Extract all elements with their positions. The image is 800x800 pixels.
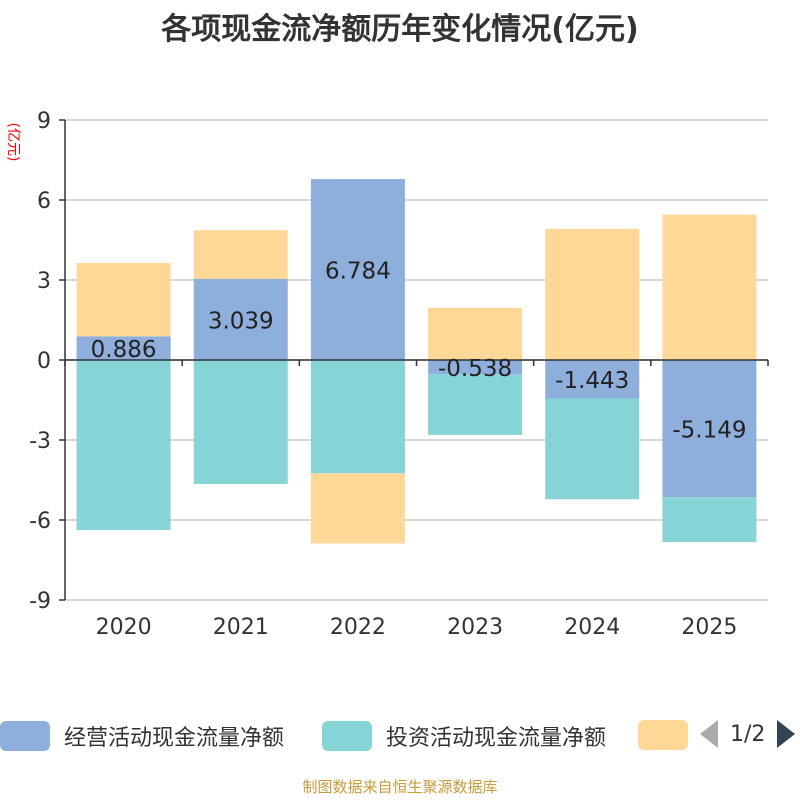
bar-financing-2025: [662, 214, 757, 360]
data-label: 0.886: [91, 337, 157, 363]
data-label: -0.538: [438, 356, 512, 382]
x-tick-label: 2023: [447, 615, 503, 640]
data-label: -1.443: [555, 368, 629, 394]
bar-operating-2022: [310, 179, 405, 360]
bar-financing-2021: [193, 230, 288, 279]
bar-investing-2025: [662, 497, 757, 543]
bar-financing-2024: [545, 228, 640, 360]
legend-pager: 1/2: [700, 720, 796, 748]
legend-label-investing: 投资活动现金流量净额: [386, 726, 607, 751]
bar-investing-2024: [545, 398, 640, 500]
y-tick-label: -9: [29, 589, 51, 614]
bar-operating-2021: [193, 278, 288, 360]
legend-label-operating: 经营活动现金流量净额: [64, 726, 285, 751]
data-label: -5.149: [672, 418, 746, 444]
bar-investing-2021: [193, 360, 288, 484]
legend-swatch-investing: [322, 721, 372, 751]
bar-operating-2020: [76, 336, 171, 360]
x-tick-label: 2021: [213, 615, 269, 640]
legend-item-financing[interactable]: [638, 720, 688, 750]
bar-financing-2023: [428, 308, 523, 360]
bar-operating-2023: [428, 360, 523, 375]
y-tick-label: -3: [29, 429, 51, 454]
data-source-footer: 制图数据来自恒生聚源数据库: [302, 778, 498, 796]
legend-item-investing[interactable]: 投资活动现金流量净额: [322, 720, 606, 752]
x-tick-label: 2020: [96, 615, 152, 640]
x-tick-label: 2024: [564, 615, 620, 640]
legend-item-operating[interactable]: 经营活动现金流量净额: [0, 720, 284, 752]
data-label: 3.039: [208, 308, 274, 334]
bar-financing-2022: [310, 473, 405, 544]
y-tick-label: -6: [29, 509, 51, 534]
legend: 经营活动现金流量净额 投资活动现金流量净额 1/2: [0, 712, 800, 760]
y-axis-label: (亿元): [5, 123, 21, 162]
prev-page-icon[interactable]: [700, 720, 718, 748]
y-tick-label: 6: [37, 189, 51, 214]
y-tick-label: 3: [37, 269, 51, 294]
bar-chart: 9 6 3 0 -3 -6 -9 2020 2021 2022 2023 2024 2025 0.886…: [5, 109, 769, 640]
bar-investing-2023: [428, 374, 523, 435]
legend-page-indicator: 1/2: [730, 721, 766, 747]
bar-operating-2024: [545, 360, 640, 399]
legend-swatch-operating: [0, 721, 50, 751]
bar-operating-2025: [662, 360, 757, 498]
bar-investing-2020: [76, 360, 171, 531]
x-tick-label: 2025: [681, 615, 737, 640]
bar-investing-2022: [310, 360, 405, 474]
chart-title: 各项现金流净额历年变化情况(亿元): [161, 12, 639, 47]
y-tick-label: 9: [37, 109, 51, 134]
data-label: 6.784: [325, 259, 391, 285]
bar-financing-2020: [76, 263, 171, 337]
x-tick-label: 2022: [330, 615, 386, 640]
legend-swatch-financing: [638, 720, 688, 750]
y-tick-label: 0: [37, 349, 51, 374]
next-page-icon[interactable]: [777, 720, 796, 748]
